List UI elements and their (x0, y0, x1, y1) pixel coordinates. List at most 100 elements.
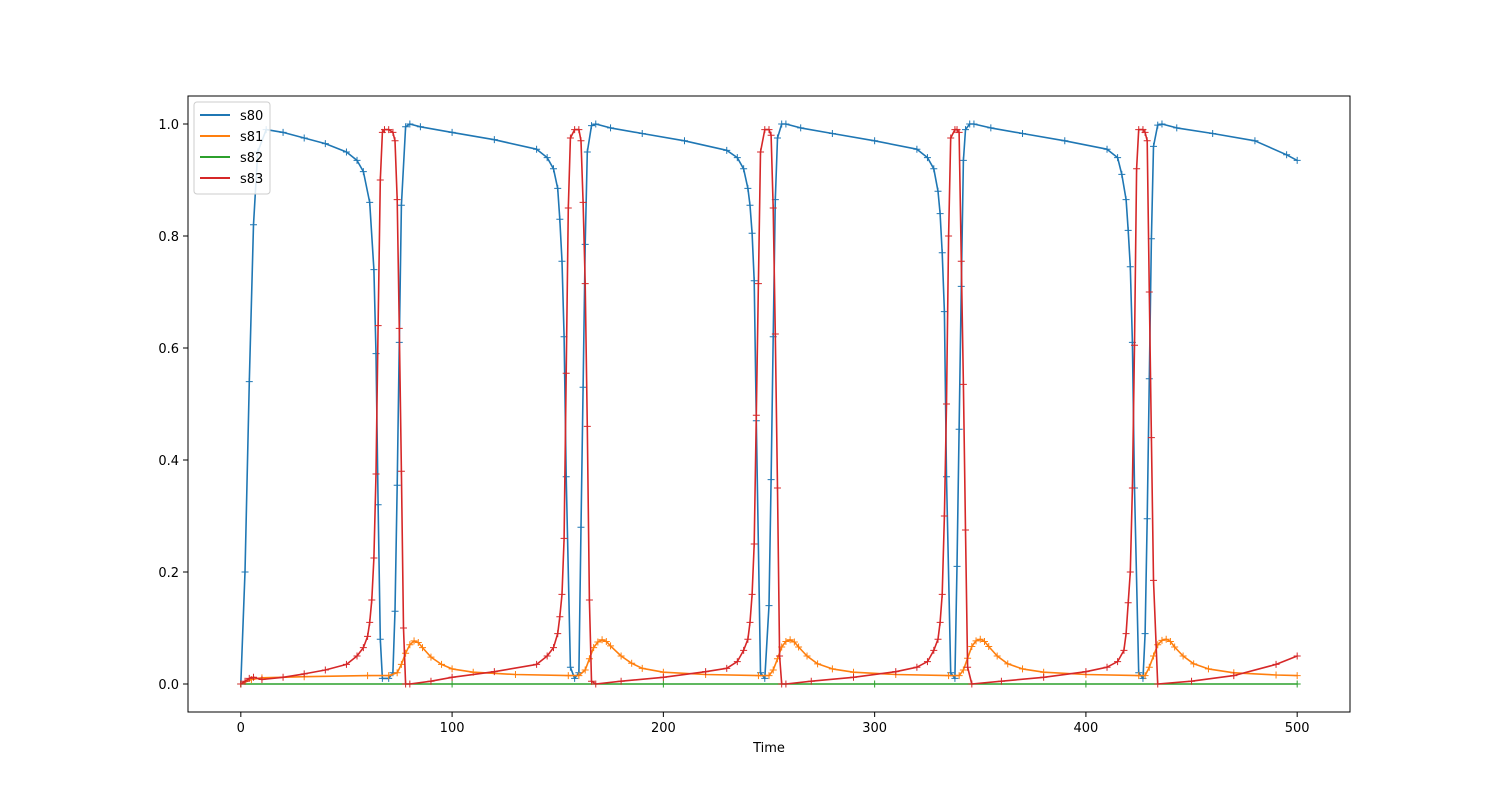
data-point-marker (364, 632, 372, 640)
data-point-marker (1122, 196, 1130, 204)
data-point-marker (564, 672, 572, 680)
data-point-marker (1061, 137, 1069, 145)
data-point-marker (1293, 652, 1301, 660)
series-layer (237, 120, 1301, 688)
data-point-marker (1141, 128, 1149, 136)
data-point-marker (359, 168, 367, 176)
data-point-marker (961, 126, 969, 134)
data-point-marker (1147, 434, 1155, 442)
data-point-marker (554, 184, 562, 192)
data-point-marker (410, 637, 418, 645)
legend-label-s83: s83 (240, 172, 263, 187)
data-point-marker (767, 131, 775, 139)
data-point-marker (579, 198, 587, 206)
data-point-marker (321, 666, 329, 674)
data-point-marker (1166, 637, 1174, 645)
data-point-marker (245, 378, 253, 386)
x-tick-label: 300 (862, 721, 887, 736)
data-point-marker (237, 680, 245, 688)
data-point-marker (393, 196, 401, 204)
data-point-marker (723, 146, 731, 154)
y-tick-label: 1.0 (158, 118, 179, 133)
data-point-marker (581, 280, 589, 288)
data-point-marker (585, 655, 593, 663)
data-point-marker (560, 534, 568, 542)
data-point-marker (448, 128, 456, 136)
data-point-marker (249, 221, 257, 229)
data-point-marker (1179, 652, 1187, 660)
data-point-marker (871, 680, 879, 688)
x-tick-label: 400 (1073, 721, 1098, 736)
y-axis: 0.0 0.2 0.4 0.6 0.8 1.0 (158, 118, 188, 693)
data-point-marker (1019, 665, 1027, 673)
data-point-marker (1124, 599, 1132, 607)
data-point-marker (258, 676, 266, 684)
data-point-marker (607, 642, 615, 650)
data-point-marker (391, 137, 399, 145)
data-point-marker (803, 652, 811, 660)
data-point-marker (968, 680, 976, 688)
data-point-marker (550, 644, 558, 652)
data-point-marker (1143, 137, 1151, 145)
data-point-marker (1103, 145, 1111, 153)
data-point-marker (987, 124, 995, 132)
data-point-marker (241, 677, 249, 685)
data-point-marker (575, 672, 583, 680)
data-point-marker (786, 636, 794, 644)
data-point-marker (366, 198, 374, 206)
data-point-marker (850, 673, 858, 681)
data-point-marker (807, 677, 815, 685)
legend-label-s81: s81 (240, 130, 263, 145)
data-point-marker (359, 644, 367, 652)
data-point-marker (558, 590, 566, 598)
data-point-marker (940, 512, 948, 520)
data-point-marker (1114, 154, 1122, 162)
data-point-marker (533, 660, 541, 668)
data-point-marker (448, 665, 456, 673)
data-point-marker (245, 674, 253, 682)
data-point-marker (579, 383, 587, 391)
data-point-marker (448, 673, 456, 681)
data-point-marker (702, 668, 710, 676)
data-point-marker (750, 277, 758, 285)
data-point-marker (771, 330, 779, 338)
data-point-marker (972, 637, 980, 645)
data-point-marker (923, 154, 931, 162)
y-tick-label: 0.8 (158, 230, 179, 245)
data-point-marker (923, 658, 931, 666)
data-point-marker (617, 652, 625, 660)
data-point-marker (1293, 680, 1301, 688)
data-point-marker (1118, 170, 1126, 178)
data-point-marker (1145, 375, 1153, 383)
data-point-marker (936, 618, 944, 626)
data-point-marker (968, 642, 976, 650)
data-point-marker (402, 123, 410, 131)
data-point-marker (955, 672, 963, 680)
data-point-marker (564, 204, 572, 212)
data-point-marker (406, 641, 414, 649)
data-point-marker (397, 660, 405, 668)
data-point-marker (581, 240, 589, 248)
data-point-marker (1158, 120, 1166, 128)
data-point-marker (556, 613, 564, 621)
data-point-marker (767, 476, 775, 484)
data-point-marker (577, 523, 585, 531)
data-point-marker (765, 126, 773, 134)
data-point-marker (562, 369, 570, 377)
data-point-marker (366, 618, 374, 626)
data-point-marker (955, 425, 963, 433)
data-point-marker (765, 602, 773, 610)
data-point-marker (1171, 643, 1179, 651)
data-point-marker (1114, 658, 1122, 666)
data-point-marker (1040, 673, 1048, 681)
data-point-marker (754, 280, 762, 288)
data-point-marker (961, 526, 969, 534)
data-point-marker (945, 672, 953, 680)
data-point-marker (602, 637, 610, 645)
data-point-marker (1126, 568, 1134, 576)
data-point-marker (930, 165, 938, 173)
series-s80 (237, 120, 1301, 688)
data-point-marker (1122, 630, 1130, 638)
data-point-marker (588, 677, 596, 685)
series-s82 (237, 680, 1301, 688)
